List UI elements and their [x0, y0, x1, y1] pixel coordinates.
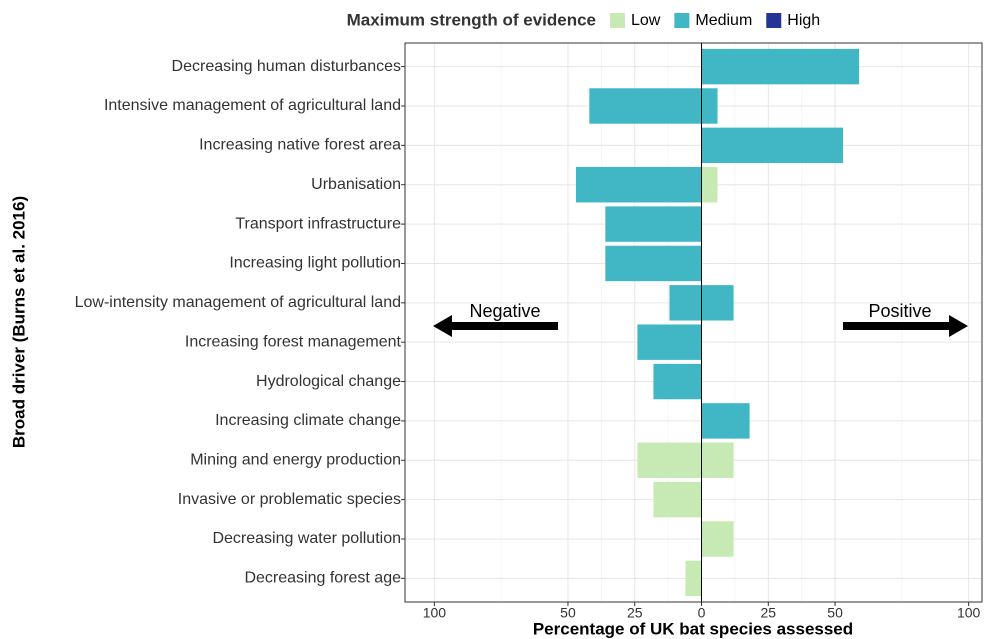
- y-tick-label: Transport infrastructure: [235, 215, 401, 232]
- legend-label: Medium: [695, 12, 752, 29]
- x-tick-label: 100: [423, 605, 447, 621]
- y-axis-label: Broad driver (Burns et al. 2016): [9, 196, 28, 448]
- x-tick-label: 100: [957, 605, 981, 621]
- y-tick-label: Hydrological change: [256, 373, 401, 390]
- y-tick-label: Decreasing forest age: [244, 570, 401, 587]
- legend-swatch: [674, 13, 690, 28]
- legend-label: Low: [631, 12, 661, 29]
- x-tick-label: 0: [698, 605, 706, 621]
- bar: [701, 88, 718, 124]
- legend-swatch: [766, 13, 782, 28]
- bar: [701, 442, 734, 478]
- bar: [589, 88, 702, 124]
- arrow: [433, 315, 558, 337]
- y-tick-label: Low-intensity management of agricultural…: [75, 294, 401, 311]
- bar: [701, 48, 860, 85]
- y-tick-label: Invasive or problematic species: [178, 491, 401, 508]
- bar: [653, 363, 702, 400]
- bar: [701, 127, 844, 164]
- bar: [701, 521, 734, 557]
- bar: [701, 167, 718, 203]
- y-tick-label: Increasing forest management: [185, 333, 402, 350]
- x-tick-label: 25: [761, 605, 777, 621]
- y-tick-label: Increasing climate change: [215, 412, 401, 429]
- bar: [637, 442, 702, 478]
- arrow: [843, 315, 968, 337]
- y-tick-label: Intensive management of agricultural lan…: [104, 97, 401, 114]
- y-tick-label: Increasing light pollution: [229, 255, 401, 272]
- bar: [701, 403, 750, 439]
- panel-border: [404, 42, 983, 603]
- legend-swatch: [610, 13, 625, 28]
- bar: [605, 206, 702, 242]
- bar: [605, 245, 702, 282]
- y-tick-label: Urbanisation: [311, 176, 401, 193]
- y-tick-label: Decreasing water pollution: [212, 530, 401, 547]
- y-tick-label: Increasing native forest area: [199, 137, 401, 154]
- y-tick-label: Mining and energy production: [190, 452, 401, 469]
- x-axis-label: Percentage of UK bat species assessed: [533, 619, 853, 638]
- x-tick-label: 50: [560, 605, 576, 621]
- annotation: Positive: [868, 301, 931, 321]
- legend-label: High: [787, 12, 820, 29]
- bar: [701, 285, 734, 321]
- y-tick-label: Decreasing human disturbances: [172, 58, 401, 75]
- legend-title: Maximum strength of evidence: [347, 10, 596, 29]
- bar: [637, 324, 702, 360]
- bar: [685, 560, 702, 597]
- x-tick-label: 25: [627, 605, 643, 621]
- x-tick-label: 50: [827, 605, 843, 621]
- annotation: Negative: [469, 301, 540, 321]
- bar: [575, 167, 702, 203]
- bar: [653, 481, 702, 518]
- bar: [669, 285, 702, 321]
